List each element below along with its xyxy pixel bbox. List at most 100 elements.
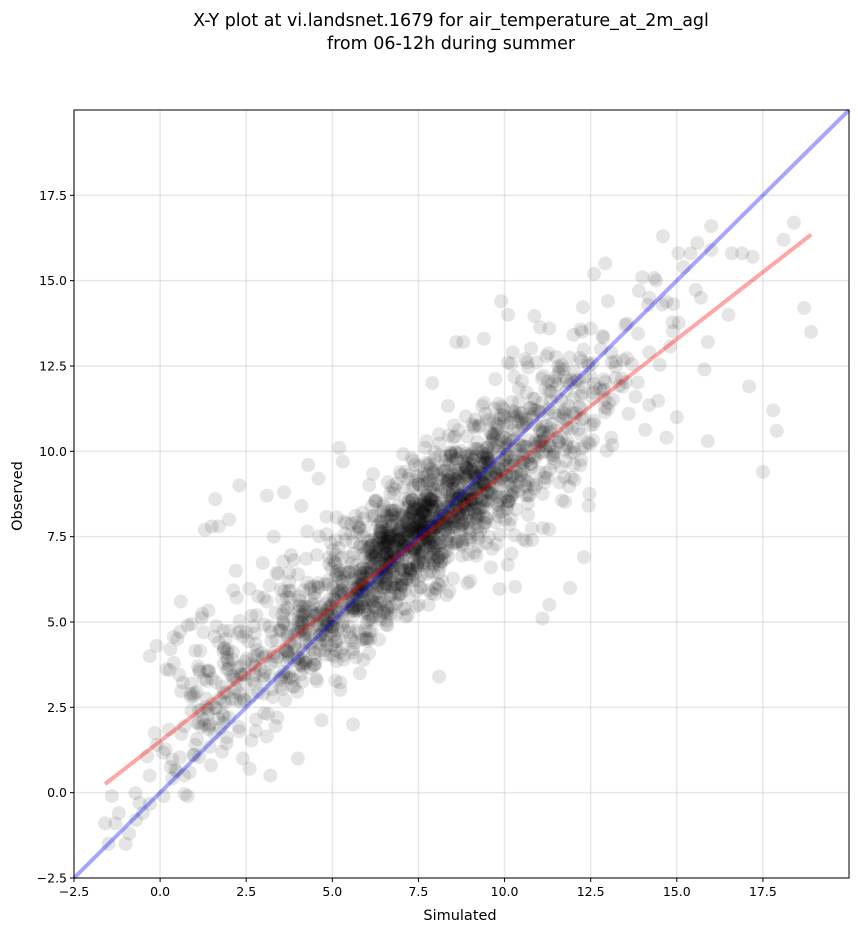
scatter-point bbox=[374, 548, 389, 563]
scatter-point bbox=[188, 737, 203, 752]
scatter-point bbox=[351, 519, 366, 534]
scatter-point bbox=[193, 643, 208, 658]
scatter-point bbox=[598, 256, 613, 271]
scatter-point bbox=[452, 475, 467, 490]
scatter-point bbox=[264, 633, 279, 648]
scatter-point bbox=[567, 458, 582, 473]
scatter-point bbox=[459, 461, 474, 476]
scatter-point bbox=[525, 533, 540, 548]
scatter-point bbox=[279, 670, 294, 685]
scatter-point bbox=[469, 441, 484, 456]
scatter-point bbox=[488, 464, 503, 479]
scatter-point bbox=[396, 563, 411, 578]
scatter-point bbox=[455, 486, 470, 501]
scatter-point bbox=[309, 671, 324, 686]
scatter-point bbox=[374, 505, 389, 520]
scatter-point bbox=[494, 471, 509, 486]
scatter-point bbox=[449, 445, 464, 460]
scatter-point bbox=[527, 309, 542, 324]
scatter-point bbox=[372, 573, 387, 588]
scatter-point bbox=[357, 605, 372, 620]
scatter-point bbox=[520, 355, 535, 370]
scatter-point bbox=[382, 522, 397, 537]
scatter-point bbox=[299, 626, 314, 641]
scatter-point bbox=[492, 581, 507, 596]
scatter-point bbox=[554, 430, 569, 445]
scatter-point bbox=[183, 686, 198, 701]
scatter-point bbox=[365, 611, 380, 626]
scatter-point bbox=[401, 495, 416, 510]
scatter-point bbox=[431, 467, 446, 482]
scatter-point bbox=[413, 517, 428, 532]
scatter-point bbox=[323, 599, 338, 614]
scatter-point bbox=[316, 633, 331, 648]
scatter-point bbox=[319, 618, 334, 633]
scatter-point bbox=[479, 535, 494, 550]
scatter-point bbox=[479, 511, 494, 526]
scatter-point bbox=[499, 450, 514, 465]
scatter-point bbox=[423, 550, 438, 565]
scatter-point bbox=[264, 624, 279, 639]
scatter-point bbox=[364, 539, 379, 554]
scatter-point bbox=[488, 372, 503, 387]
scatter-point bbox=[403, 520, 418, 535]
scatter-point bbox=[399, 571, 414, 586]
scatter-point bbox=[478, 476, 493, 491]
scatter-point bbox=[287, 640, 302, 655]
scatter-point bbox=[352, 666, 367, 681]
scatter-point bbox=[207, 701, 222, 716]
scatter-point bbox=[482, 460, 497, 475]
scatter-point bbox=[510, 414, 525, 429]
scatter-point bbox=[405, 525, 420, 540]
scatter-point bbox=[301, 457, 316, 472]
scatter-point bbox=[427, 451, 442, 466]
scatter-point bbox=[406, 512, 421, 527]
scatter-point bbox=[331, 610, 346, 625]
scatter-point bbox=[196, 672, 211, 687]
scatter-point bbox=[440, 499, 455, 514]
scatter-point bbox=[189, 715, 204, 730]
scatter-point bbox=[479, 451, 494, 466]
scatter-point bbox=[448, 501, 463, 516]
scatter-point bbox=[354, 566, 369, 581]
x-tick-label: 2.5 bbox=[236, 884, 256, 899]
scatter-point bbox=[501, 493, 516, 508]
scatter-point bbox=[217, 641, 232, 656]
scatter-point bbox=[418, 440, 433, 455]
scatter-point bbox=[442, 516, 457, 531]
scatter-point bbox=[427, 477, 442, 492]
scatter-point bbox=[411, 555, 426, 570]
scatter-point bbox=[392, 523, 407, 538]
scatter-point bbox=[418, 508, 433, 523]
scatter-point bbox=[456, 514, 471, 529]
scatter-point bbox=[507, 457, 522, 472]
scatter-point bbox=[405, 541, 420, 556]
scatter-point bbox=[361, 540, 376, 555]
scatter-point bbox=[325, 608, 340, 623]
scatter-point bbox=[445, 453, 460, 468]
scatter-point bbox=[443, 487, 458, 502]
scatter-point bbox=[393, 521, 408, 536]
scatter-point bbox=[480, 493, 495, 508]
scatter-point bbox=[328, 533, 343, 548]
scatter-point bbox=[484, 426, 499, 441]
scatter-point bbox=[319, 509, 334, 524]
scatter-point bbox=[417, 527, 432, 542]
scatter-point bbox=[328, 599, 343, 614]
scatter-point bbox=[442, 457, 457, 472]
scatter-point bbox=[536, 425, 551, 440]
scatter-point bbox=[630, 326, 645, 341]
scatter-point bbox=[177, 768, 192, 783]
scatter-point bbox=[416, 521, 431, 536]
scatter-point bbox=[551, 359, 566, 374]
scatter-point bbox=[335, 550, 350, 565]
scatter-point bbox=[368, 600, 383, 615]
scatter-point bbox=[452, 488, 467, 503]
y-tick-label: 0.0 bbox=[47, 785, 67, 800]
scatter-point bbox=[402, 518, 417, 533]
scatter-point bbox=[431, 550, 446, 565]
scatter-point bbox=[149, 638, 164, 653]
scatter-point bbox=[377, 498, 391, 513]
scatter-point bbox=[330, 622, 345, 637]
scatter-point bbox=[504, 476, 519, 491]
